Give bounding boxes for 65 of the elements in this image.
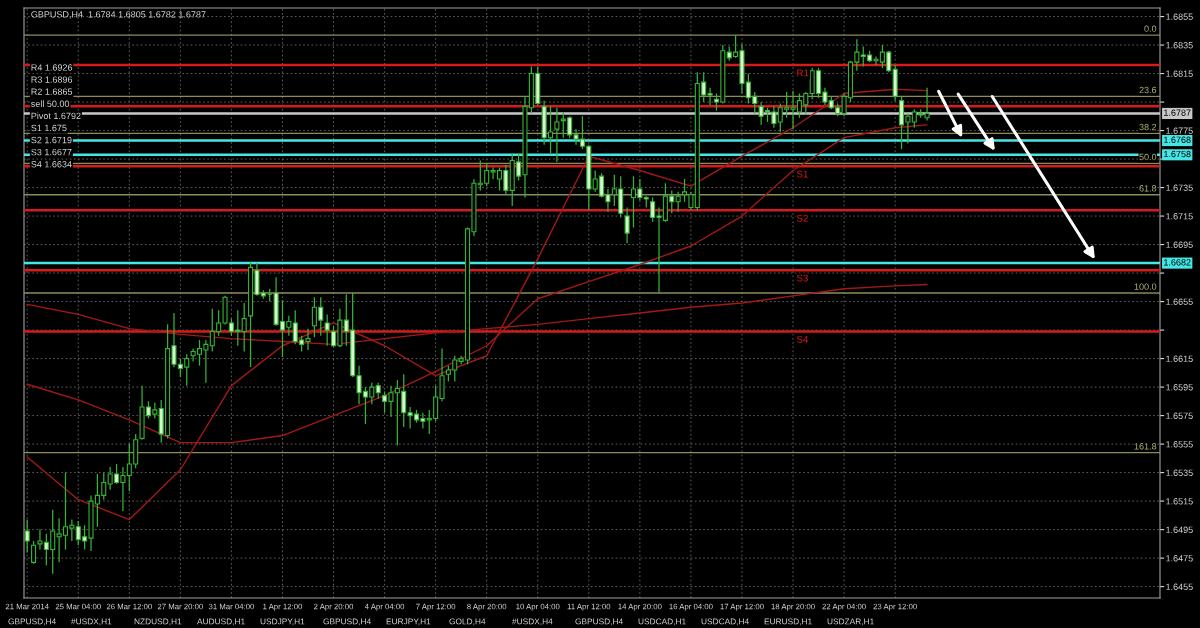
annotation: R2 1.6865: [31, 88, 73, 95]
text: EURUSD,H1: [764, 618, 812, 626]
chart-title: GBPUSD,H4 1.6784 1.6805 1.6782 1.6787: [31, 11, 206, 19]
ref-line-label: 1.6758: [1164, 150, 1191, 158]
annotation: 23.6: [1139, 86, 1157, 94]
candlestick: [624, 206, 630, 244]
y-tick-label: 1.6615: [1166, 355, 1193, 362]
y-tick-label: 1.6535: [1166, 469, 1193, 476]
text: USDCAD,H4: [701, 618, 749, 626]
annotation: 38.2: [1139, 123, 1157, 131]
text: NZDUSD,H1: [134, 618, 182, 626]
annotation: 61.8: [1139, 185, 1157, 192]
text: AUDUSD,H1: [197, 618, 245, 626]
y-tick-label: 1.6715: [1166, 213, 1193, 220]
candlestick: [675, 191, 681, 213]
text: USDCAD,H1: [638, 618, 686, 626]
annotation: Pivot 1.6792: [31, 112, 81, 120]
ref-line-label: S1: [796, 170, 808, 178]
y-tick-label: 1.6775: [1166, 127, 1193, 134]
candlestick: [324, 313, 330, 347]
y-tick-label: 1.6835: [1166, 42, 1193, 49]
y-tick-label: 1.6695: [1166, 241, 1193, 248]
ref-line-label: 1.6682: [1164, 259, 1191, 266]
annotation: S4 1.6634: [31, 161, 72, 168]
text: GBPUSD,H4: [323, 618, 371, 626]
text: GOLD,H4: [449, 618, 486, 626]
annotation: S1 1.675: [31, 124, 67, 132]
annotation: S2 1.6719: [31, 136, 72, 144]
y-tick-label: 1.6655: [1166, 298, 1193, 305]
text: #USDX,H4: [512, 618, 553, 626]
text: USDZAR,H1: [827, 618, 874, 626]
y-tick-label: 1.6595: [1166, 384, 1193, 391]
text: GBPUSD,H4: [575, 618, 623, 626]
text: #USDX,H1: [71, 618, 112, 626]
text: EURJPY,H1: [386, 618, 431, 626]
y-tick-label: 1.6735: [1166, 184, 1193, 191]
y-tick-label: 1.6515: [1166, 498, 1193, 505]
annotation: 0.0: [1144, 25, 1157, 32]
ref-line-label: R1: [797, 69, 809, 77]
annotation: R4 1.6926: [31, 64, 73, 71]
annotation: 50.0: [1139, 153, 1157, 161]
text: GBPUSD,H4: [8, 618, 56, 626]
y-tick-label: 1.6495: [1166, 526, 1193, 533]
candlestick: [554, 107, 560, 163]
ref-line-label: S4: [796, 335, 809, 343]
line-series: [26, 88, 928, 521]
candlestick: [241, 302, 247, 353]
ref-line-label: S2: [796, 214, 808, 222]
ref-line-label: 1.6768: [1164, 136, 1191, 143]
y-tick-label: 1.6555: [1166, 441, 1193, 448]
candlestick: [31, 540, 37, 565]
candlestick: [24, 518, 30, 554]
annotation: R3 1.6896: [31, 76, 73, 83]
y-tick-label: 1.6855: [1166, 13, 1193, 20]
annotation: 161.8: [1134, 443, 1157, 450]
ref-line-label: 1.6787: [1164, 109, 1191, 116]
text: USDJPY,H1: [260, 618, 305, 626]
y-tick-label: 1.6475: [1166, 555, 1193, 562]
annotation: sell 50.00: [31, 100, 70, 107]
y-tick-label: 1.6455: [1166, 583, 1193, 590]
annotation: S3 1.6677: [31, 148, 72, 156]
y-tick-label: 1.6815: [1166, 70, 1193, 77]
annotation: 100.0: [1134, 283, 1157, 290]
y-tick-label: 1.6575: [1166, 412, 1193, 419]
ref-line-label: S3: [796, 274, 808, 282]
